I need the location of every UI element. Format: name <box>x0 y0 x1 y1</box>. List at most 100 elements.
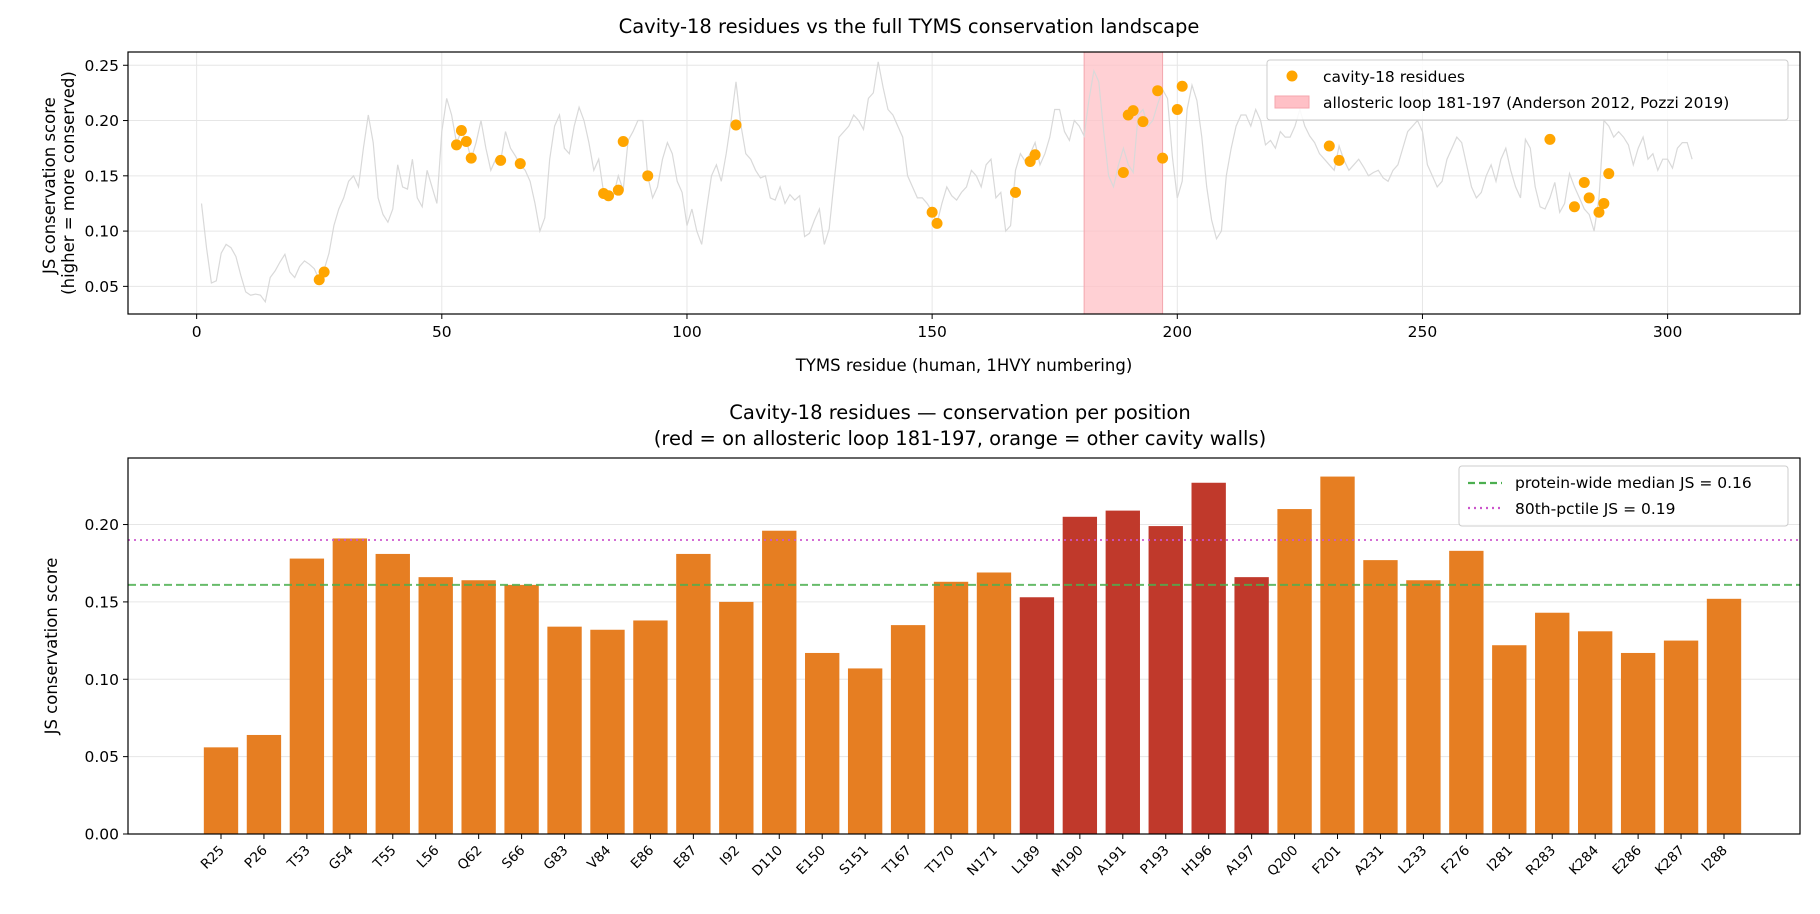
per-position-x-tick-label: N171 <box>964 843 1001 880</box>
bar-F276 <box>1449 550 1484 834</box>
bar-I288 <box>1706 598 1742 834</box>
per-position-x-tick-label: K284 <box>1566 843 1602 879</box>
per-position-y-tick-label: 0.10 <box>84 671 119 689</box>
per-position-x-tick-label: D110 <box>749 843 786 880</box>
cavity-residue-point <box>451 139 463 151</box>
cavity-residue-point <box>1593 206 1605 218</box>
per-position-x-tick-label: T170 <box>922 843 958 879</box>
cavity-residue-point <box>318 266 330 278</box>
per-position-x-tick-label: F201 <box>1309 843 1344 878</box>
legend-pctile-label: 80th-pctile JS = 0.19 <box>1515 500 1676 518</box>
cavity-residue-point <box>465 152 477 164</box>
landscape-y-axis-label-line2: (higher = more conserved) <box>59 71 78 295</box>
landscape-y-axis-label-line1: JS conservation score <box>40 97 59 275</box>
per-position-x-tick-label: S66 <box>499 843 529 873</box>
bar-P26 <box>246 734 282 834</box>
per-position-x-tick-label: G83 <box>541 843 572 874</box>
bar-H196 <box>1191 482 1226 834</box>
per-position-x-tick-label: P26 <box>242 843 271 872</box>
bar-R25 <box>203 747 239 834</box>
per-position-x-tick-label: R25 <box>198 843 228 873</box>
cavity-residue-point <box>926 206 938 218</box>
per-position-x-tick-label: L189 <box>1009 843 1044 878</box>
cavity-residue-point <box>1171 103 1183 115</box>
landscape-title: Cavity-18 residues vs the full TYMS cons… <box>619 15 1200 38</box>
bar-Q200 <box>1277 509 1312 834</box>
per-position-x-tick-label: G54 <box>326 843 357 874</box>
bar-E87 <box>676 553 711 834</box>
per-position-y-tick-label: 0.05 <box>84 748 119 766</box>
bar-M190 <box>1062 516 1098 834</box>
legend-cavity-marker <box>1286 70 1298 82</box>
per-position-x-tick-label: A197 <box>1222 843 1258 879</box>
landscape-y-tick-label: 0.05 <box>84 278 119 296</box>
landscape-axes-frame <box>127 51 1801 315</box>
per-position-x-tick-label: K287 <box>1652 843 1688 879</box>
cavity-residue-point <box>1568 201 1580 213</box>
per-position-x-tick-label: T53 <box>284 843 314 873</box>
landscape-x-axis-label: TYMS residue (human, 1HVY numbering) <box>795 356 1133 375</box>
bar-L233 <box>1406 580 1441 834</box>
bar-A191 <box>1105 510 1140 834</box>
cavity-residue-point <box>1009 186 1021 198</box>
cavity-residue-point <box>1152 85 1164 97</box>
bar-K287 <box>1663 640 1699 834</box>
legend-cavity-label: cavity-18 residues <box>1323 68 1465 86</box>
per-position-x-tick-label: L233 <box>1395 843 1430 878</box>
cavity-residue-point <box>1157 152 1169 164</box>
bar-L56 <box>418 577 453 834</box>
bar-N171 <box>976 572 1012 834</box>
cavity-residue-point <box>1603 168 1615 180</box>
cavity-residue-point <box>1176 80 1188 92</box>
bar-I92 <box>719 601 754 834</box>
bar-V84 <box>590 629 625 834</box>
cavity-residue-point <box>1029 149 1041 161</box>
bar-Q62 <box>461 580 496 834</box>
bar-K284 <box>1577 631 1613 834</box>
conservation-line <box>200 61 1693 304</box>
landscape-legend: cavity-18 residues allosteric loop 181-1… <box>1266 59 1789 121</box>
reference-lines <box>128 539 1800 586</box>
per-position-bars <box>203 476 1742 834</box>
landscape-y-ticks: 0.05 0.10 0.15 0.20 0.25 <box>84 57 128 296</box>
per-position-title-line2: (red = on allosteric loop 181-197, orang… <box>654 427 1266 450</box>
cavity-residue-point <box>931 217 943 229</box>
bar-D110 <box>762 530 797 834</box>
legend-loop-swatch <box>1274 95 1310 109</box>
per-position-x-tick-label: A231 <box>1351 843 1387 879</box>
bar-E86 <box>633 620 668 834</box>
bar-G83 <box>547 626 582 834</box>
per-position-x-tick-label: E150 <box>793 843 829 879</box>
cavity-residue-point <box>1578 176 1590 188</box>
per-position-x-tick-label: I288 <box>1698 843 1730 875</box>
per-position-x-tick-label: P193 <box>1137 843 1172 878</box>
per-position-y-tick-label: 0.00 <box>84 826 119 844</box>
landscape-x-tick-label: 0 <box>192 323 202 341</box>
allosteric-loop-span <box>1083 51 1164 315</box>
bar-A231 <box>1363 560 1398 834</box>
per-position-axes-frame <box>127 457 1801 835</box>
cavity-residue-point <box>1117 166 1129 178</box>
per-position-legend-box <box>1458 465 1789 527</box>
per-position-x-tick-label: I92 <box>717 843 743 869</box>
per-position-x-tick-label: V84 <box>584 843 614 873</box>
cavity-residue-point <box>514 158 526 170</box>
per-position-x-tick-label: L56 <box>414 843 443 872</box>
bar-P193 <box>1148 526 1183 834</box>
per-position-x-ticks: R25 P26 T53 G54 T55 L56 Q62 S66 G83 V84 E86 E87 I92 D… <box>198 834 1731 880</box>
per-position-x-tick-label: R283 <box>1523 843 1559 879</box>
bar-T53 <box>289 558 325 834</box>
per-position-x-tick-label: M190 <box>1049 843 1087 881</box>
per-position-x-tick-label: E87 <box>671 843 700 872</box>
cavity-residue-point <box>612 184 624 196</box>
legend-loop-label: allosteric loop 181-197 (Anderson 2012, … <box>1323 94 1729 112</box>
landscape-y-tick-label: 0.15 <box>84 167 119 185</box>
cavity-residue-point <box>730 119 742 131</box>
cavity-residue-point <box>1598 197 1610 209</box>
landscape-x-tick-label: 250 <box>1408 323 1438 341</box>
per-position-y-ticks: 0.00 0.05 0.10 0.15 0.20 <box>84 516 128 844</box>
per-position-x-tick-label: F276 <box>1438 843 1473 878</box>
cavity-residue-point <box>455 124 467 136</box>
per-position-x-tick-label: Q62 <box>455 843 486 874</box>
